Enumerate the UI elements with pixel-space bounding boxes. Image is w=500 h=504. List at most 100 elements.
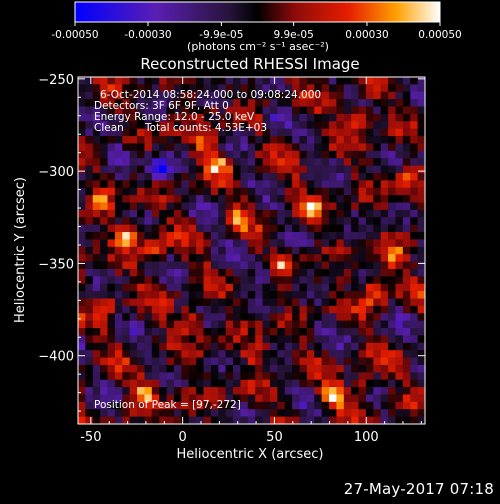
heatmap-cell bbox=[388, 136, 396, 144]
heatmap-cell bbox=[100, 113, 108, 122]
heatmap-cell bbox=[85, 298, 94, 307]
heatmap-cell bbox=[166, 261, 175, 270]
heatmap-cell bbox=[173, 394, 182, 403]
heatmap-cell bbox=[188, 320, 197, 329]
heatmap-cell bbox=[262, 187, 271, 196]
heatmap-cell bbox=[114, 364, 123, 373]
heatmap-cell bbox=[321, 202, 330, 211]
heatmap-cell bbox=[321, 335, 330, 344]
heatmap-cell bbox=[122, 364, 130, 373]
heatmap-cell bbox=[269, 239, 278, 248]
heatmap-cell bbox=[173, 276, 182, 285]
heatmap-cell bbox=[159, 180, 167, 189]
heatmap-cell bbox=[166, 320, 175, 329]
heatmap-cell bbox=[314, 187, 322, 196]
heatmap-cell bbox=[225, 158, 234, 166]
heatmap-cell bbox=[299, 143, 308, 152]
heatmap-cell bbox=[100, 180, 108, 189]
heatmap-cell bbox=[269, 379, 278, 388]
heatmap-cell bbox=[78, 143, 86, 152]
heatmap-cell bbox=[417, 224, 425, 233]
heatmap-cell bbox=[85, 158, 94, 166]
heatmap-cell bbox=[151, 84, 160, 93]
heatmap-cell bbox=[78, 84, 86, 93]
heatmap-cell bbox=[92, 180, 101, 189]
heatmap-cell bbox=[151, 187, 160, 196]
heatmap-cell bbox=[365, 232, 374, 240]
heatmap-cell bbox=[85, 150, 94, 159]
heatmap-cell bbox=[166, 409, 175, 417]
heatmap-cell bbox=[122, 84, 130, 93]
heatmap-cell bbox=[107, 357, 116, 366]
heatmap-cell bbox=[380, 209, 389, 218]
heatmap-cell bbox=[269, 416, 278, 424]
heatmap-cell bbox=[151, 217, 160, 225]
heatmap-cell bbox=[380, 394, 389, 403]
heatmap-cell bbox=[373, 77, 381, 85]
heatmap-cell bbox=[144, 379, 153, 388]
heatmap-cell bbox=[85, 372, 94, 380]
heatmap-cell bbox=[380, 291, 389, 299]
heatmap-cell bbox=[284, 106, 293, 115]
heatmap-cell bbox=[358, 261, 367, 270]
heatmap-cell bbox=[358, 217, 367, 225]
heatmap-cell bbox=[92, 91, 101, 100]
heatmap-cell bbox=[395, 394, 404, 403]
heatmap-cell bbox=[233, 328, 241, 336]
heatmap-cell bbox=[173, 246, 182, 255]
heatmap-cell bbox=[380, 379, 389, 388]
heatmap-cell bbox=[262, 172, 271, 181]
heatmap-cell bbox=[284, 364, 293, 373]
heatmap-cell bbox=[85, 387, 94, 395]
heatmap-cell bbox=[114, 187, 123, 196]
heatmap-cell bbox=[395, 99, 404, 107]
heatmap-cell bbox=[277, 224, 286, 233]
heatmap-cell bbox=[314, 150, 322, 159]
heatmap-cell bbox=[351, 113, 359, 122]
heatmap-cell bbox=[92, 298, 101, 307]
heatmap-cell bbox=[247, 202, 256, 211]
heatmap-cell bbox=[159, 165, 167, 174]
heatmap-cell bbox=[188, 328, 197, 336]
heatmap-cell bbox=[373, 276, 381, 285]
heatmap-cell bbox=[173, 364, 182, 373]
heatmap-cell bbox=[395, 232, 404, 240]
heatmap-cell bbox=[329, 283, 337, 292]
heatmap-cell bbox=[262, 202, 271, 211]
heatmap-cell bbox=[247, 84, 256, 93]
heatmap-cell bbox=[410, 217, 418, 225]
heatmap-cell bbox=[247, 283, 256, 292]
heatmap-cell bbox=[137, 172, 145, 181]
heatmap-cell bbox=[269, 91, 278, 100]
heatmap-cell bbox=[321, 209, 330, 218]
heatmap-cell bbox=[181, 328, 190, 336]
heatmap-cell bbox=[321, 313, 330, 321]
heatmap-cell bbox=[78, 150, 86, 159]
heatmap-cell bbox=[336, 379, 345, 388]
heatmap-cell bbox=[255, 254, 263, 262]
heatmap-cell bbox=[292, 394, 300, 403]
heatmap-cell bbox=[173, 128, 182, 137]
heatmap-cell bbox=[269, 106, 278, 115]
heatmap-cell bbox=[173, 121, 182, 129]
heatmap-cell bbox=[129, 165, 138, 174]
heatmap-cell bbox=[395, 195, 404, 203]
heatmap-cell bbox=[299, 246, 308, 255]
heatmap-cell bbox=[358, 121, 367, 129]
heatmap-cell bbox=[137, 232, 145, 240]
heatmap-cell bbox=[329, 187, 337, 196]
heatmap-cell bbox=[218, 239, 226, 248]
heatmap-cell bbox=[107, 364, 116, 373]
heatmap-cell bbox=[210, 401, 219, 410]
heatmap-cell bbox=[402, 350, 411, 358]
heatmap-cell bbox=[233, 394, 241, 403]
heatmap-cell bbox=[151, 416, 160, 424]
heatmap-cell bbox=[314, 409, 322, 417]
heatmap-cell bbox=[269, 195, 278, 203]
heatmap-cell bbox=[137, 283, 145, 292]
heatmap-cell bbox=[343, 121, 352, 129]
heatmap-cell bbox=[277, 283, 286, 292]
heatmap-cell bbox=[196, 150, 204, 159]
heatmap-cell bbox=[306, 291, 315, 299]
heatmap-cell bbox=[85, 232, 94, 240]
